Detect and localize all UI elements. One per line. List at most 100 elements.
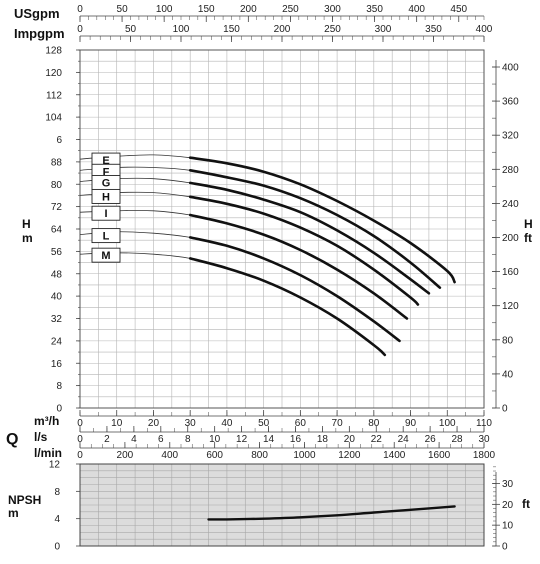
bottom-axis-tick-label: 22 xyxy=(371,434,383,445)
bottom-axis-tick-label: 100 xyxy=(439,418,456,429)
npsh-y-left-tick-label: 12 xyxy=(49,460,61,471)
y-left-tick-label: 48 xyxy=(51,269,63,280)
top-axis-tick-label: 350 xyxy=(366,4,383,15)
top-axis-tick-label: 350 xyxy=(425,24,442,35)
series-label-i: I xyxy=(104,208,107,220)
series-curve-l xyxy=(188,236,401,343)
bottom-axis-tick-label: 10 xyxy=(209,434,221,445)
npsh-right-axis-unit: ft xyxy=(522,497,530,511)
top-axis-tick-label: 300 xyxy=(324,4,341,15)
bottom-axis-tick-label: 12 xyxy=(236,434,248,445)
series-label-box xyxy=(91,247,121,263)
series-layer xyxy=(79,154,456,521)
top-axis-unit-label: USgpm xyxy=(14,6,60,21)
series-label-f: F xyxy=(103,166,110,178)
bottom-axis-tick-label: 1000 xyxy=(293,450,316,461)
top-axis-tick-label: 100 xyxy=(156,4,173,15)
top-axis-tick-label: 250 xyxy=(324,24,341,35)
bottom-axis-tick-label: 6 xyxy=(158,434,164,445)
npsh-y-left-tick-label: 4 xyxy=(54,514,60,525)
top-axis-tick-label: 50 xyxy=(125,24,137,35)
npsh-y-left-tick-label: 8 xyxy=(54,487,60,498)
y-left-tick-label: 24 xyxy=(51,336,63,347)
bottom-axis-tick-label: 110 xyxy=(476,418,492,429)
series-curve-m xyxy=(188,257,387,357)
main-plot-area xyxy=(79,49,485,409)
bottom-axis-unit-label: l/min xyxy=(34,446,62,460)
bottom-axis-tick-label: 0 xyxy=(77,450,83,461)
y-right-tick-label: 160 xyxy=(502,267,519,278)
series-curve-g xyxy=(188,181,431,295)
bottom-axis-tick-label: 20 xyxy=(148,418,160,429)
y-left-axis-unit: m xyxy=(22,231,33,245)
y-right-tick-label: 120 xyxy=(502,301,519,312)
top-axis-tick-label: 200 xyxy=(274,24,291,35)
series-label-box xyxy=(91,205,121,221)
bottom-axis-tick-label: 60 xyxy=(295,418,307,429)
y-left-tick-label: 104 xyxy=(45,113,62,124)
bottom-axis-tick-label: 30 xyxy=(478,434,490,445)
y-left-tick-label: 40 xyxy=(51,292,63,303)
bottom-axis-tick-label: 1400 xyxy=(383,450,406,461)
y-right-tick-label: 320 xyxy=(502,131,519,142)
bottom-axis-tick-label: 200 xyxy=(117,450,134,461)
y-left-tick-label: 88 xyxy=(51,157,63,168)
bottom-axis-tick-label: 4 xyxy=(131,434,137,445)
y-left-tick-label: 112 xyxy=(46,90,62,101)
top-axis-tick-label: 400 xyxy=(408,4,425,15)
series-curve-f xyxy=(188,169,442,289)
top-axis-tick-label: 200 xyxy=(240,4,257,15)
bottom-axis-tick-label: 1600 xyxy=(428,450,451,461)
flow-q-label: Q xyxy=(6,431,18,448)
y-right-axis-unit: ft xyxy=(524,231,532,245)
bottom-axis-tick-label: 16 xyxy=(290,434,302,445)
npsh-y-right-tick-label: 30 xyxy=(502,479,514,490)
bottom-axis-tick-label: 40 xyxy=(221,418,233,429)
top-axis-tick-label: 300 xyxy=(375,24,392,35)
series-curve-i xyxy=(188,213,409,320)
bottom-axis-tick-label: 30 xyxy=(185,418,197,429)
bottom-axis-tick-label: 24 xyxy=(398,434,410,445)
bottom-axis-tick-label: 8 xyxy=(185,434,191,445)
y-right-tick-label: 80 xyxy=(502,335,514,346)
bottom-axis-tick-label: 28 xyxy=(452,434,464,445)
top-axis-tick-label: 100 xyxy=(173,24,190,35)
series-curve-h xyxy=(188,195,420,306)
axes-layer: 0816243240485664728088610411212012804080… xyxy=(45,4,519,553)
y-left-tick-label: 56 xyxy=(51,247,63,258)
bottom-axis-unit-label: l/s xyxy=(34,430,48,444)
y-right-tick-label: 200 xyxy=(502,233,519,244)
y-left-tick-label: 16 xyxy=(51,359,63,370)
npsh-plot-border xyxy=(79,463,485,547)
bottom-axis-tick-label: 70 xyxy=(332,418,344,429)
npsh-curve xyxy=(207,505,456,521)
series-label-h: H xyxy=(102,191,110,203)
bottom-axis-tick-label: 80 xyxy=(368,418,380,429)
series-label-m: M xyxy=(101,250,110,262)
bottom-axis-tick-label: 20 xyxy=(344,434,356,445)
bottom-axis-tick-label: 600 xyxy=(206,450,223,461)
y-left-tick-label: 0 xyxy=(56,404,62,415)
y-right-tick-label: 40 xyxy=(502,369,514,380)
bottom-axis-tick-label: 800 xyxy=(251,450,268,461)
top-axis-tick-label: 450 xyxy=(450,4,467,15)
bottom-axis-tick-label: 90 xyxy=(405,418,417,429)
series-curve-e xyxy=(188,156,456,284)
bottom-axis-tick-label: 0 xyxy=(77,434,83,445)
bottom-axis-tick-label: 1200 xyxy=(338,450,361,461)
npsh-y-right-tick-label: 10 xyxy=(502,521,514,532)
bottom-axis-unit-label: m³/h xyxy=(34,414,59,428)
top-axis-tick-label: 150 xyxy=(198,4,215,15)
top-axis-tick-label: 150 xyxy=(223,24,240,35)
npsh-y-right-tick-label: 0 xyxy=(502,542,508,553)
series-label-l: L xyxy=(103,231,110,243)
bottom-axis-tick-label: 1800 xyxy=(473,450,496,461)
y-right-tick-label: 240 xyxy=(502,199,519,210)
y-left-tick-label: 6 xyxy=(56,135,62,146)
series-label-box xyxy=(91,188,121,204)
y-left-tick-label: 8 xyxy=(56,381,62,392)
top-axis-tick-label: 0 xyxy=(77,24,83,35)
y-right-tick-label: 0 xyxy=(502,404,508,415)
series-label-e: E xyxy=(102,155,109,167)
